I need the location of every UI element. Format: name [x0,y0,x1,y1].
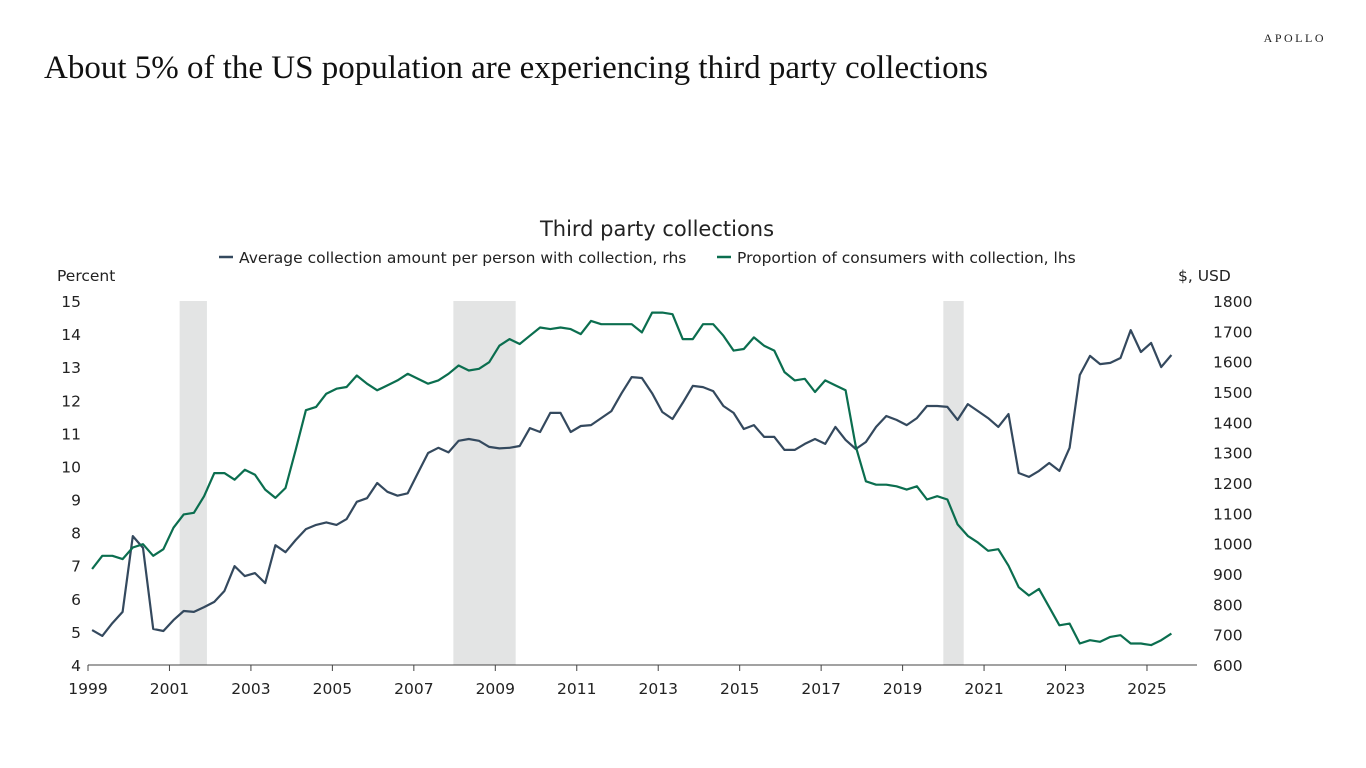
legend: Average collection amount per person wit… [219,249,1076,267]
left-y-tick-label: 8 [71,525,81,543]
x-tick-label: 2005 [313,680,352,698]
right-y-tick-label: 1500 [1213,384,1252,402]
left-y-tick-label: 15 [61,293,81,311]
legend-label-proportion: Proportion of consumers with collection,… [737,249,1076,267]
left-y-tick-label: 11 [61,425,81,443]
right-y-tick-label: 600 [1213,657,1243,675]
apollo-logo: APOLLO [1263,31,1326,45]
right-y-tick-label: 1100 [1213,505,1252,523]
x-tick-label: 2017 [801,680,840,698]
x-tick-label: 2011 [557,680,596,698]
right-y-tick-label: 1400 [1213,414,1252,432]
chart-title: Third party collections [539,217,774,241]
right-y-tick-label: 1800 [1213,293,1252,311]
right-y-tick-label: 800 [1213,596,1243,614]
legend-label-amount: Average collection amount per person wit… [239,249,686,267]
headline: About 5% of the US population are experi… [44,50,988,86]
right-y-tick-label: 700 [1213,627,1243,645]
left-axis-label: Percent [57,267,115,285]
left-y-tick-label: 4 [71,657,81,675]
series-line-proportion [91,311,1172,647]
left-y-tick-label: 9 [71,492,81,510]
x-tick-label: 2007 [394,680,433,698]
x-tick-label: 1999 [68,680,107,698]
left-y-tick-label: 10 [61,458,81,476]
right-axis-label: $, USD [1178,267,1231,285]
left-y-tick-label: 13 [61,359,81,377]
x-tick-label: 2023 [1046,680,1085,698]
recession-band [179,301,207,665]
series-line-average-amount [91,329,1173,638]
recession-bands [179,301,964,665]
recession-band [943,301,964,665]
x-tick-label: 2021 [964,680,1003,698]
right-y-tick-label: 1300 [1213,445,1252,463]
axes: 1999 2001 2003 2005 2007 2009 2011 2013 2015 2017… [61,293,1252,698]
left-y-tick-label: 14 [61,326,81,344]
x-tick-label: 2001 [150,680,189,698]
right-y-tick-label: 1600 [1213,354,1252,372]
recession-band [453,301,516,665]
x-tick-label: 2013 [638,680,677,698]
left-y-tick-label: 7 [71,558,81,576]
right-y-tick-label: 900 [1213,566,1243,584]
right-y-tick-label: 1200 [1213,475,1252,493]
left-y-tick-label: 12 [61,392,81,410]
x-tick-label: 2025 [1127,680,1166,698]
x-tick-label: 2015 [720,680,759,698]
right-y-tick-label: 1700 [1213,323,1252,341]
left-y-tick-label: 6 [71,591,81,609]
left-y-tick-label: 5 [71,624,81,642]
x-tick-label: 2009 [476,680,515,698]
series-lines [91,311,1173,647]
x-tick-label: 2003 [231,680,270,698]
x-tick-label: 2019 [883,680,922,698]
right-y-tick-label: 1000 [1213,536,1252,554]
